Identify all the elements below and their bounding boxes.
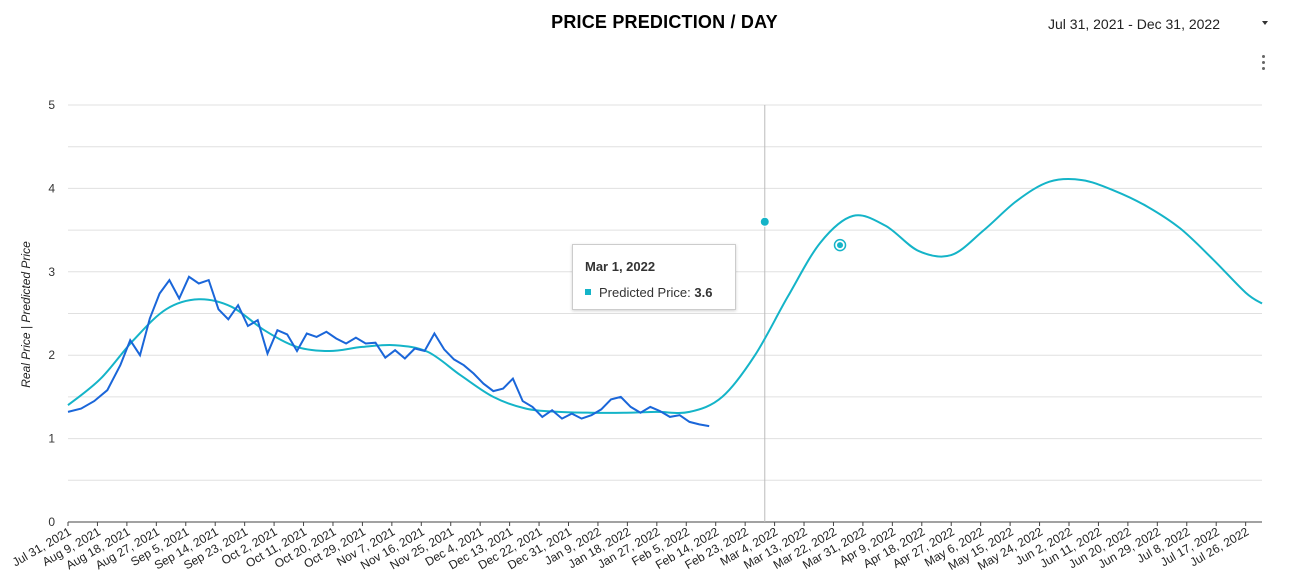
caret-down-icon <box>1262 21 1268 25</box>
y-axis-ticks: 0 1 2 3 4 5 <box>48 98 55 529</box>
grid-lines <box>68 104 1262 523</box>
y-tick-label: 2 <box>48 348 55 362</box>
data-point-marker-inner <box>837 242 844 249</box>
y-tick-label: 5 <box>48 98 55 112</box>
y-tick-label: 3 <box>48 265 55 279</box>
more-options-icon[interactable] <box>1258 55 1270 73</box>
date-range-label: Jul 31, 2021 - Dec 31, 2022 <box>1048 16 1221 32</box>
series-line-predicted-price <box>67 178 1263 414</box>
highlighted-data-point[interactable] <box>759 216 770 227</box>
series-line-real-price <box>67 275 710 428</box>
tooltip-value: 3.6 <box>694 285 713 300</box>
y-axis-label: Real Price | Predicted Price <box>19 241 33 388</box>
tooltip-swatch <box>585 289 591 295</box>
y-tick-label: 1 <box>48 432 55 446</box>
tooltip-row: Predicted Price: 3.6 <box>585 285 712 300</box>
tooltip-date: Mar 1, 2022 <box>585 259 656 274</box>
date-range-selector[interactable]: Jul 31, 2021 - Dec 31, 2022 <box>1048 16 1280 36</box>
chart-tooltip: Mar 1, 2022 Predicted Price: 3.6 <box>572 244 736 310</box>
y-tick-label: 4 <box>48 181 55 195</box>
tooltip-series-label: Predicted Price: <box>599 285 691 300</box>
page-title: PRICE PREDICTION / DAY <box>551 12 778 32</box>
y-tick-label: 0 <box>48 515 55 529</box>
